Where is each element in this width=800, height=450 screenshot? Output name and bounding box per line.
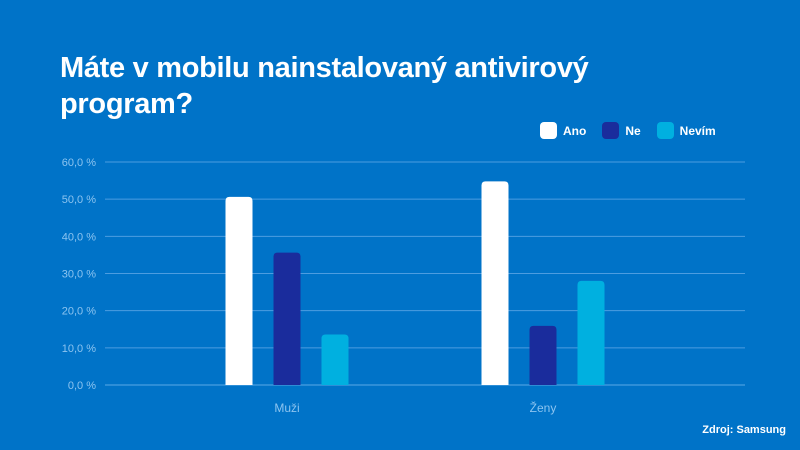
legend: Ano Ne Nevím [540,122,716,139]
y-tick-label: 10,0 % [62,343,96,355]
legend-item-ano: Ano [540,122,586,139]
chart-title: Máte v mobilu nainstalovaný antivirový p… [60,52,589,120]
legend-label: Nevím [679,123,716,138]
legend-label: Ne [625,123,641,138]
legend-item-nevim: Nevím [656,122,716,139]
legend-label: Ano [563,123,587,138]
legend-swatch [656,122,674,139]
y-tick-label: 0,0 % [68,380,96,392]
y-tick-label: 60,0 % [62,157,96,169]
y-tick-label: 30,0 % [62,269,96,281]
legend-item-ne: Ne [602,122,641,139]
legend-swatch [602,122,620,139]
bar-ano-0 [225,196,253,385]
bar-ne-1 [529,325,557,385]
x-tick-label: Ženy [530,400,557,415]
x-tick-label: Muži [274,401,299,415]
bar-ne-0 [273,252,301,385]
y-tick-label: 40,0 % [62,231,96,243]
bar-nevím-1 [577,280,605,385]
y-tick-label: 20,0 % [62,306,96,318]
legend-swatch [540,122,557,139]
bar-nevím-0 [321,334,349,385]
bar-ano-1 [481,181,509,385]
source-note: Zdroj: Samsung [702,424,786,436]
y-tick-label: 50,0 % [62,194,96,206]
